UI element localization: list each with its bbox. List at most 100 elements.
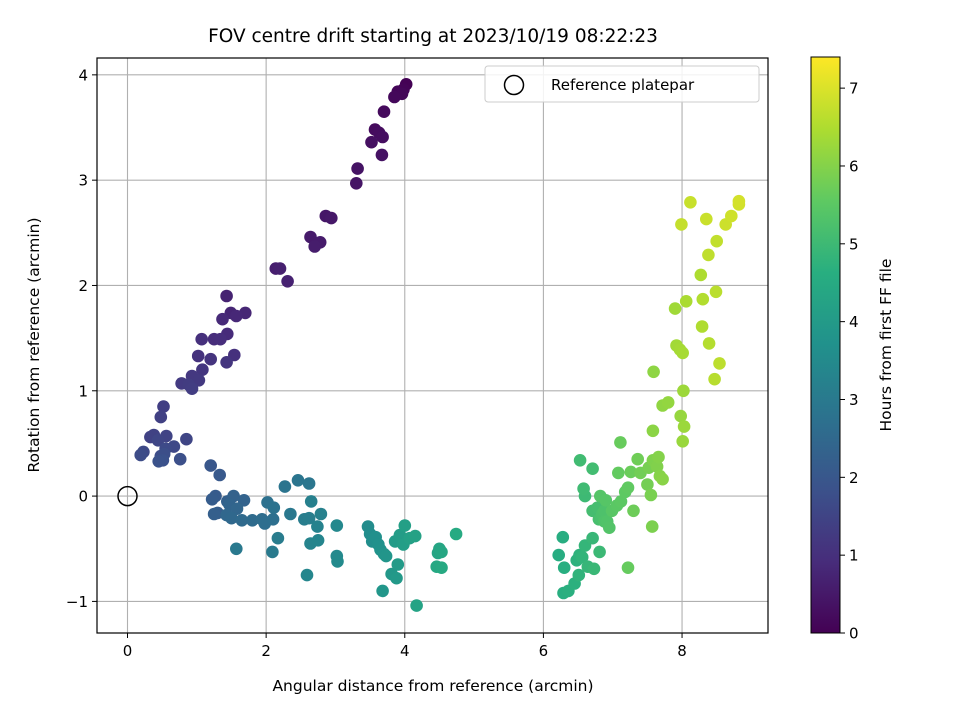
scatter-point (237, 494, 251, 507)
scatter-point (225, 511, 238, 525)
legend: Reference platepar (484, 65, 760, 103)
scatter-point (311, 520, 324, 533)
scatter-point (220, 289, 233, 303)
scatter-point (220, 356, 233, 369)
scatter-point (267, 501, 281, 514)
scatter-point (273, 262, 287, 275)
scatter-point (710, 234, 723, 248)
scatter-point (284, 507, 297, 521)
scatter-point (281, 275, 294, 288)
scatter-point (702, 248, 715, 262)
colorbar-ticks: 0 1 2 3 4 5 6 7 (840, 80, 859, 643)
x-tick-label: 4 (400, 642, 410, 660)
scatter-point (390, 571, 403, 585)
scatter-point (314, 507, 328, 521)
scatter-point (652, 450, 665, 464)
scatter-point (300, 568, 314, 582)
scatter-point (185, 382, 199, 396)
scatter-point (621, 481, 635, 495)
scatter-point (278, 480, 292, 493)
scatter-point (709, 285, 723, 299)
y-axis-label: Rotation from reference (arcmin) (25, 217, 43, 472)
scatter-point (621, 561, 635, 574)
scatter-point (644, 488, 658, 502)
scatter-point (350, 177, 363, 190)
scatter-point (230, 542, 243, 556)
x-axis-ticks: 0 2 4 6 8 (123, 633, 687, 660)
scatter-point (677, 420, 691, 433)
scatter-point (661, 396, 675, 409)
scatter-point (330, 519, 344, 532)
scatter-point (656, 472, 669, 486)
scatter-point (577, 482, 590, 496)
reference-marker-layer (117, 485, 138, 507)
scatter-point (708, 372, 721, 386)
scatter-point (304, 495, 318, 508)
scatter-point (302, 477, 316, 490)
colorbar-tick-label: 7 (849, 80, 859, 98)
legend-label: Reference platepar (551, 76, 695, 94)
scatter-point (435, 561, 448, 574)
scatter-point (435, 545, 448, 559)
scatter-point (311, 534, 325, 547)
legend-box (484, 65, 760, 103)
scatter-point (725, 209, 738, 223)
colorbar-tick-label: 5 (849, 235, 859, 253)
y-axis-ticks: −1 0 1 2 3 4 (66, 66, 97, 611)
scatter-point (398, 519, 412, 532)
scatter-point (266, 545, 279, 559)
x-tick-label: 8 (677, 642, 687, 660)
scatter-point (351, 162, 364, 175)
scatter-point (449, 527, 463, 541)
scatter-point (192, 374, 206, 387)
scatter-point (377, 105, 391, 118)
scatter-point (205, 493, 219, 506)
scatter-point (207, 507, 221, 521)
scatter-point (152, 455, 165, 468)
y-tick-label: 0 (78, 488, 88, 506)
scatter-point (599, 494, 613, 507)
scatter-point (696, 292, 710, 306)
scatter-point (677, 384, 690, 398)
scatter-point (674, 409, 687, 423)
colorbar-label: Hours from first FF file (877, 259, 895, 432)
scatter-point (191, 349, 205, 363)
scatter-point (586, 531, 599, 545)
chart-title: FOV centre drift starting at 2023/10/19 … (208, 26, 658, 47)
reference-platepar-marker (117, 485, 138, 507)
scatter-point (612, 466, 625, 480)
scatter-point (388, 90, 401, 104)
scatter-point (154, 410, 168, 424)
scatter-point (646, 424, 660, 438)
x-tick-label: 0 (123, 642, 133, 660)
y-tick-label: 2 (78, 277, 88, 295)
scatter-point (627, 504, 640, 518)
scatter-point (614, 495, 628, 508)
scatter-point (732, 194, 746, 208)
scatter-point (684, 196, 697, 209)
scatter-point (557, 561, 571, 574)
legend-reference-marker (503, 74, 525, 96)
scatter-point (213, 468, 226, 482)
scatter-point (214, 332, 227, 346)
colorbar-tick-label: 6 (849, 157, 859, 175)
scatter-point (676, 435, 689, 448)
scatter-point (552, 548, 565, 562)
scatter-point (308, 240, 322, 253)
scatter-point (694, 268, 708, 282)
scatter-point (713, 357, 726, 370)
scatter-point (204, 352, 217, 366)
scatter-point (645, 520, 659, 533)
scatter-point (675, 218, 688, 231)
scatter-point (365, 135, 378, 149)
scatter-points (134, 78, 746, 612)
scatter-point (573, 454, 587, 467)
scatter-point (235, 514, 249, 527)
scatter-point (196, 363, 209, 377)
scatter-point (204, 459, 217, 472)
colorbar-tick-label: 0 (849, 625, 859, 643)
scatter-point (134, 448, 147, 462)
scatter-point (641, 478, 654, 491)
scatter-point (586, 462, 599, 476)
